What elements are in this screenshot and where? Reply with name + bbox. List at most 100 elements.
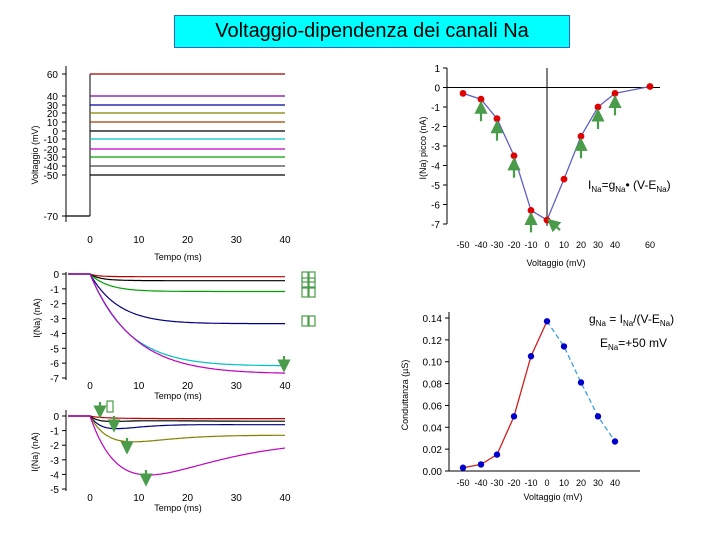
bottom-y-tick-label: 0 xyxy=(53,412,59,423)
cond-y-tick-label: 0.14 xyxy=(423,314,443,325)
bottom-trace-4 xyxy=(68,415,286,476)
cond-equation-part: g xyxy=(589,312,596,326)
top-trace-0 xyxy=(68,273,285,278)
cond-x-tick-label: 0 xyxy=(544,478,549,488)
cond-x-tick-label: 10 xyxy=(559,478,569,488)
iv-y-tick-label: -1 xyxy=(431,103,440,114)
bottom-y-tick-label: -1 xyxy=(50,427,59,438)
iv-point xyxy=(646,83,654,90)
protocol-y-tick-label: -40 xyxy=(44,162,59,173)
iv-formula-part: I xyxy=(588,178,591,192)
cond-point xyxy=(560,343,568,350)
iv-x-tick-label: 30 xyxy=(593,240,603,250)
cond-y-tick-label: 0.12 xyxy=(423,336,443,347)
top-y-tick-label: -5 xyxy=(50,344,59,355)
cond-point xyxy=(477,461,485,468)
cond-reversal-part: =+50 mV xyxy=(618,336,667,350)
cond-y-tick-label: 0.06 xyxy=(423,401,443,412)
cond-reversal-subscript: Na xyxy=(608,343,619,352)
bottom-trace-2 xyxy=(68,415,285,430)
cond-y-tick-label: 0.04 xyxy=(423,423,443,434)
top-x-tick-label: 20 xyxy=(182,381,194,392)
cond-x-tick-label: -20 xyxy=(507,478,520,488)
iv-y-tick-label: -6 xyxy=(431,201,440,212)
iv-formula-part: ) xyxy=(667,178,671,192)
title-box: Voltaggio-dipendenza dei canali Na xyxy=(174,15,570,48)
top-x-tick-label: 30 xyxy=(231,381,243,392)
current-traces-bottom-chart: 0 -1 -2 -3 -4 -5 0 10 20 30 40 Tempo (ms) I(Na) (nA) xyxy=(30,400,291,513)
cond-extrapolated-line xyxy=(546,320,616,442)
iv-y-tick-label: 1 xyxy=(434,64,440,75)
iv-point xyxy=(543,216,551,224)
bottom-x-tick-label: 0 xyxy=(87,493,93,504)
top-marker xyxy=(308,286,316,298)
protocol-x-tick-label: 0 xyxy=(87,235,93,246)
iv-point xyxy=(560,175,568,183)
iv-point xyxy=(477,95,485,103)
iv-x-tick-label: 40 xyxy=(610,240,620,250)
iv-y-tick-label: 0 xyxy=(434,84,440,95)
protocol-y-tick-label: 10 xyxy=(47,118,59,129)
bottom-trace-1 xyxy=(68,415,285,422)
bottom-y-tick-label: -3 xyxy=(50,456,59,467)
top-x-tick-label: 10 xyxy=(133,381,145,392)
iv-point xyxy=(594,103,602,111)
bottom-y-tick-label: -2 xyxy=(50,441,59,452)
cond-equation-subscript: Na xyxy=(596,319,607,328)
top-y-tick-label: -3 xyxy=(50,315,59,326)
cond-point xyxy=(611,438,619,445)
bottom-x-label: Tempo (ms) xyxy=(154,503,202,513)
protocol-y-tick-label: -20 xyxy=(44,145,59,156)
bottom-y-tick-label: -4 xyxy=(50,470,59,481)
cond-equation-subscript: Na xyxy=(660,319,671,328)
iv-x-tick-label: 20 xyxy=(576,240,586,250)
iv-y-tick-label: -4 xyxy=(431,162,440,173)
iv-x-tick-label: -50 xyxy=(456,240,469,250)
cond-y-tick-label: 0.02 xyxy=(423,445,443,456)
iv-x-tick-label: 60 xyxy=(645,240,655,250)
cond-point xyxy=(577,379,585,386)
iv-y-tick-label: -2 xyxy=(431,123,440,134)
cond-equation-part: = I xyxy=(606,312,623,326)
iv-y-label: I(Na) picco (nA) xyxy=(418,116,428,179)
protocol-y-tick-label: 60 xyxy=(47,70,59,81)
cond-x-tick-label: 40 xyxy=(610,478,620,488)
top-y-tick-label: -2 xyxy=(50,300,59,311)
iv-x-tick-label: 10 xyxy=(559,240,569,250)
top-marker xyxy=(308,315,316,327)
iv-y-tick-label: -5 xyxy=(431,181,440,192)
cond-point xyxy=(493,451,501,458)
bottom-x-tick-label: 40 xyxy=(279,493,291,504)
iv-formula-subscript: Na xyxy=(656,185,667,194)
iv-y-tick-label: -7 xyxy=(431,220,440,231)
iv-point xyxy=(577,132,585,140)
protocol-x-label: Tempo (ms) xyxy=(154,252,202,262)
iv-green-arrow xyxy=(547,218,562,233)
top-x-tick-label: 40 xyxy=(279,381,291,392)
cond-equation: gNa = INa/(V-ENa) xyxy=(589,312,674,328)
iv-formula-part: =g xyxy=(602,178,616,192)
protocol-x-tick-label: 10 xyxy=(133,235,145,246)
iv-x-label: Voltaggio (mV) xyxy=(526,258,585,268)
iv-x-tick-label: -40 xyxy=(474,240,487,250)
top-marker xyxy=(301,286,309,298)
protocol-y-tick-label: -30 xyxy=(44,153,59,164)
cond-x-tick-label: -10 xyxy=(524,478,537,488)
cond-fit-line xyxy=(462,321,548,469)
protocol-y-tick-label: 0 xyxy=(52,127,58,138)
top-trace-2 xyxy=(68,273,285,293)
cond-equation-part: ) xyxy=(670,312,674,326)
bottom-x-tick-label: 10 xyxy=(133,493,145,504)
cond-x-tick-label: 20 xyxy=(576,478,586,488)
cond-x-tick-label: -50 xyxy=(456,478,469,488)
iv-point xyxy=(611,89,619,97)
bottom-y-tick-label: -5 xyxy=(50,485,59,496)
bottom-trace-0 xyxy=(68,415,285,420)
cond-point xyxy=(543,318,551,325)
iv-x-tick-label: 0 xyxy=(544,240,549,250)
protocol-x-tick-label: 20 xyxy=(182,235,194,246)
top-y-label: I(Na) (nA) xyxy=(32,298,42,338)
protocol-y-tick-label: -70 xyxy=(44,212,59,223)
